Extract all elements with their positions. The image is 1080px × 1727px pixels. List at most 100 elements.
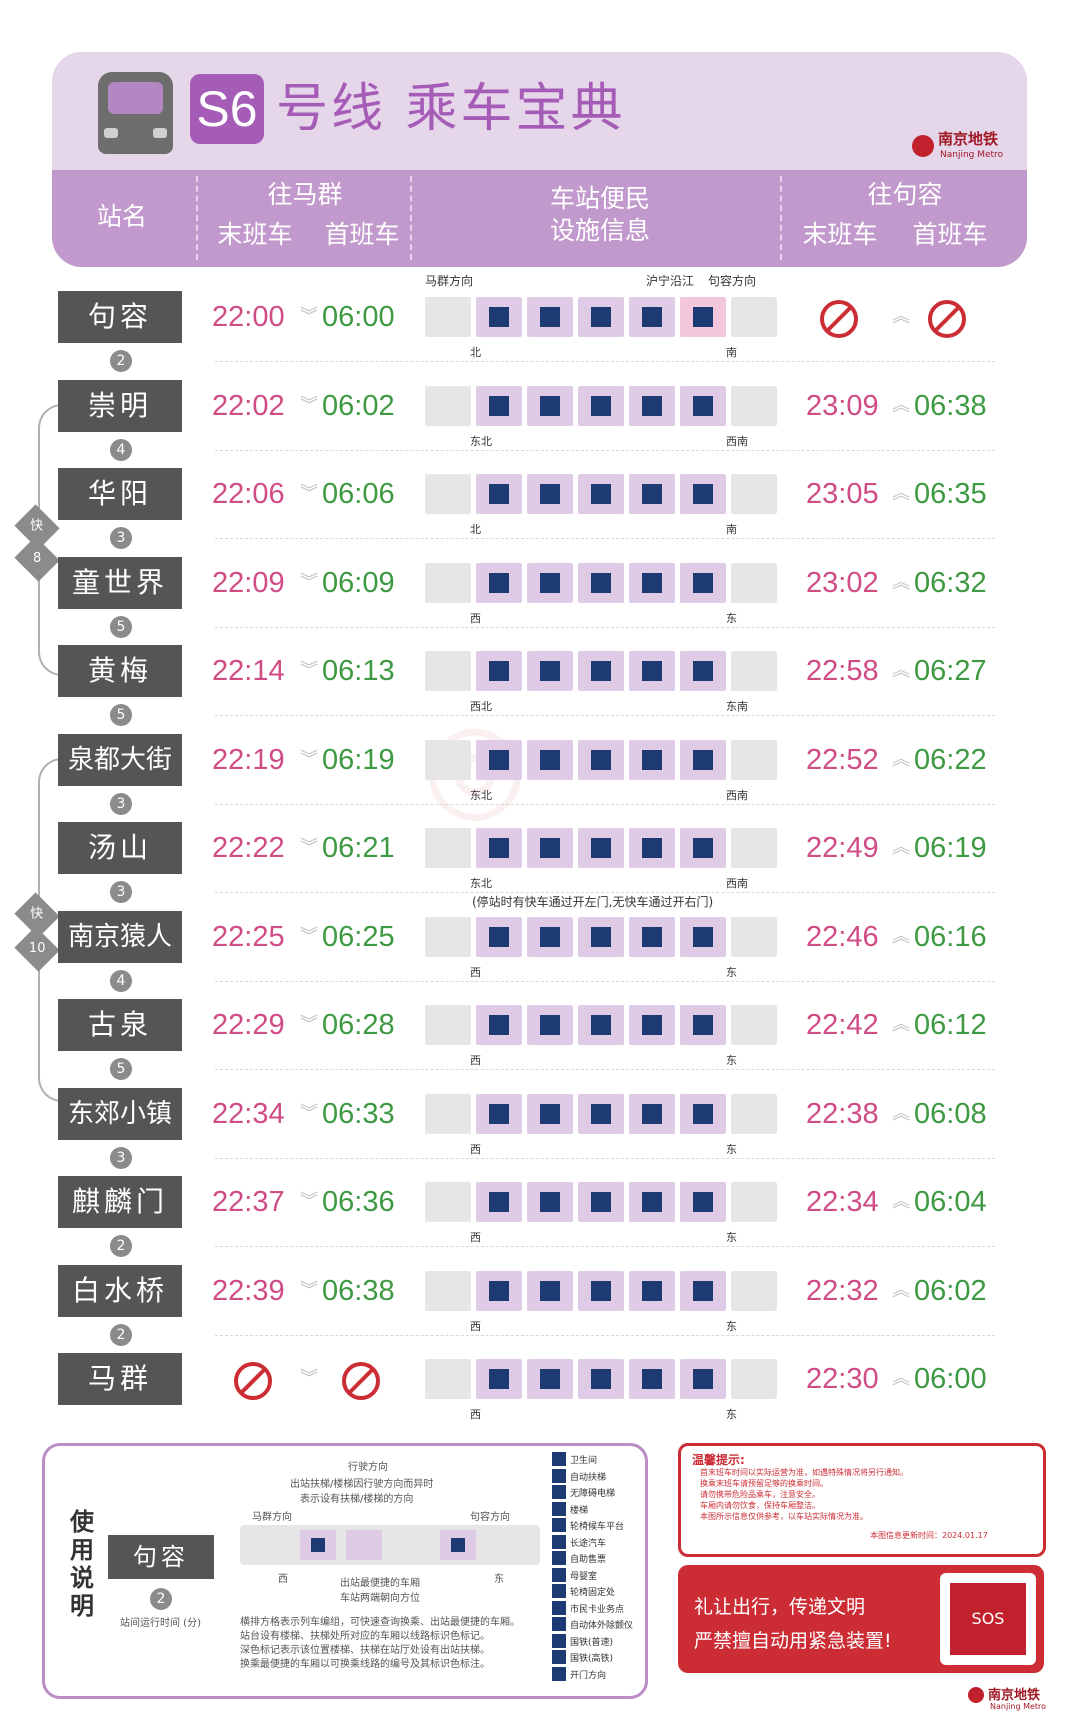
- left-exit-dir: 西: [470, 1054, 481, 1067]
- interval-badge: 3: [110, 1147, 132, 1169]
- usage-exit-note-1: 出站扶梯/楼梯因行驶方向而异时: [290, 1479, 434, 1490]
- car-cell: [578, 1359, 624, 1399]
- car-cell: [476, 1359, 522, 1399]
- legend-icon: [552, 1650, 566, 1664]
- legend-icon: [552, 1567, 566, 1582]
- chevron-down-icon: ︾: [300, 483, 318, 504]
- jurong-last-train: 22:58: [806, 655, 879, 687]
- legend-icon: [552, 1617, 566, 1631]
- footer-logo-sub: Nanjing Metro: [990, 1702, 1047, 1711]
- station-name: 古泉: [58, 999, 182, 1051]
- facility-icon: [591, 1369, 611, 1389]
- header-columns-band: [52, 170, 1027, 267]
- car-cell: [578, 1271, 624, 1311]
- car-cell: [680, 563, 726, 603]
- chevron-up-icon: ︽: [892, 1191, 910, 1212]
- car-cell: [731, 563, 777, 603]
- facility-icon: [540, 1104, 560, 1124]
- chevron-down-icon: ︾: [300, 395, 318, 416]
- maqun-last-train: 22:37: [212, 1186, 285, 1218]
- jurong-last-train: 22:52: [806, 744, 879, 776]
- facility-icon: [693, 661, 713, 681]
- jurong-first-train: 06:38: [914, 390, 987, 422]
- facility-icon: [489, 1015, 509, 1035]
- facility-icon: [642, 307, 662, 327]
- car-cell: [680, 828, 726, 868]
- jurong-last-train: 22:34: [806, 1186, 879, 1218]
- left-exit-dir: 东北: [470, 435, 492, 448]
- legend-icon: [552, 1666, 566, 1681]
- interval-badge: 5: [110, 616, 132, 638]
- right-exit-dir: 东: [726, 966, 737, 979]
- car-cell: [731, 651, 777, 691]
- car-strip: [425, 647, 780, 695]
- car-cell: [578, 474, 624, 514]
- page-title: 号线 乘车宝典: [276, 79, 626, 139]
- footer-logo-icon: [968, 1687, 984, 1703]
- car-cell: [680, 651, 726, 691]
- facility-icon: [489, 307, 509, 327]
- maqun-last-train: 22:29: [212, 1009, 285, 1041]
- station-name: 句容: [58, 291, 182, 343]
- legend-label: 母婴室: [570, 1571, 598, 1582]
- interval-badge: 4: [110, 439, 132, 461]
- legend-label: 长途汽车: [570, 1538, 607, 1549]
- row-divider: [215, 450, 995, 451]
- usage-east: 东: [494, 1574, 504, 1585]
- car-cell: [527, 651, 573, 691]
- facility-icon: [693, 1192, 713, 1212]
- usage-note-3: 换乘最便捷的车厢以可换乘线路的编号及其标识色标注。: [240, 1659, 490, 1670]
- facility-icon: [591, 307, 611, 327]
- facility-icon: [591, 573, 611, 593]
- maqun-first-train: 06:25: [322, 921, 395, 953]
- maqun-first-train: 06:13: [322, 655, 395, 687]
- right-exit-dir: 东: [726, 1320, 737, 1333]
- legend-icon: [552, 1501, 566, 1516]
- facility-icon: [540, 1015, 560, 1035]
- facility-icon: [642, 573, 662, 593]
- jurong-first-train: 06:27: [914, 655, 987, 687]
- car-cell: [629, 297, 675, 337]
- facility-icon: [591, 750, 611, 770]
- row-divider: [215, 361, 995, 362]
- car-strip: [425, 559, 780, 607]
- car-cell: [629, 563, 675, 603]
- car-cell: [629, 386, 675, 426]
- legend-icon: [552, 1534, 566, 1549]
- legend-label: 卫生间: [570, 1456, 598, 1466]
- tip-line: 请勿携带危险品乘车，注意安全。: [700, 1490, 820, 1499]
- car-cell: [731, 1359, 777, 1399]
- car-cell: [629, 651, 675, 691]
- car-strip: [425, 1178, 780, 1226]
- row-divider: [215, 1246, 995, 1247]
- no-service-icon: [928, 300, 966, 338]
- car-cell: [578, 563, 624, 603]
- car-cell: [527, 1005, 573, 1045]
- car-cell: [425, 1359, 471, 1399]
- car-cell: [680, 474, 726, 514]
- logo-subtext: Nanjing Metro: [940, 150, 1004, 160]
- col-facility-1: 车站便民: [549, 184, 650, 213]
- car-cell: [680, 297, 726, 337]
- interval-badge: 2: [110, 1324, 132, 1346]
- row-divider: [215, 892, 995, 893]
- usage-car-strip: [240, 1525, 540, 1565]
- car-cell: [476, 1005, 522, 1045]
- car-cell: [476, 651, 522, 691]
- column-divider: [780, 176, 782, 260]
- facility-icon: [693, 1015, 713, 1035]
- facility-icon: [540, 396, 560, 416]
- car-cell: [680, 386, 726, 426]
- accessible-icon: [311, 1538, 325, 1552]
- facility-icon: [693, 838, 713, 858]
- facility-icon: [489, 1369, 509, 1389]
- facility-icon: [591, 927, 611, 947]
- row-divider: [215, 1158, 995, 1159]
- car-cell: [578, 1182, 624, 1222]
- car-cell: [680, 1359, 726, 1399]
- car-strip: [425, 736, 780, 784]
- usage-left-dir: 马群方向: [252, 1512, 292, 1523]
- car-cell: [731, 297, 777, 337]
- facility-icon: [540, 927, 560, 947]
- slogan-line-1: 礼让出行，传递文明: [694, 1596, 866, 1618]
